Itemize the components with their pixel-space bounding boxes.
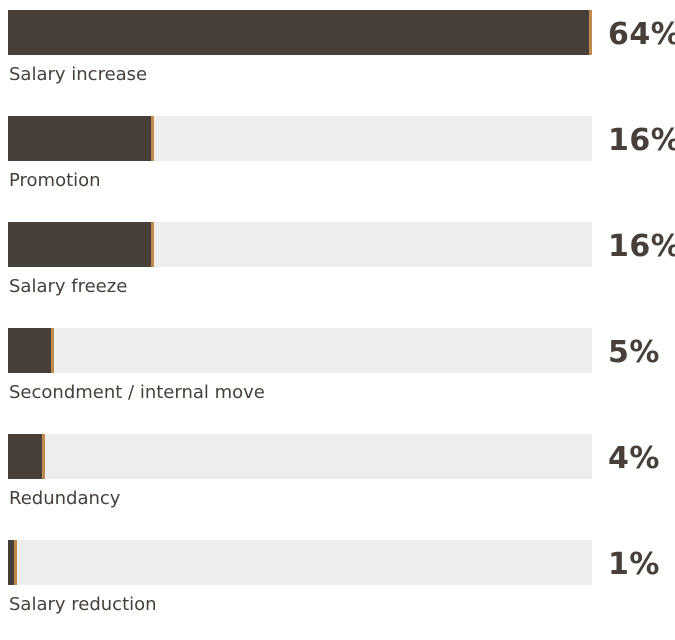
value-label: 1% [608,547,660,582]
bar-row: 5% Secondment / internal move [0,328,675,428]
bar [8,116,154,161]
category-label: Salary freeze [9,276,128,297]
value-label: 64% [608,17,675,52]
bar [8,222,154,267]
value-label: 4% [608,441,660,476]
bar [8,434,45,479]
category-label: Promotion [9,170,101,191]
value-label: 16% [608,123,675,158]
category-label: Secondment / internal move [9,382,265,403]
bar-row: 16% Salary freeze [0,222,675,322]
bar-row: 1% Salary reduction [0,540,675,640]
bar-track [8,222,592,267]
bar-row: 4% Redundancy [0,434,675,534]
bar-track [8,434,592,479]
bar-row: 64% Salary increase [0,10,675,110]
value-label: 16% [608,229,675,264]
bar [8,10,592,55]
category-label: Redundancy [9,488,121,509]
category-label: Salary increase [9,64,148,85]
bar-row: 16% Promotion [0,116,675,216]
bar-chart: 64% Salary increase 16% Promotion 16% Salary … [0,10,675,615]
bar-track [8,540,592,585]
bar-track [8,116,592,161]
bar-track [8,328,592,373]
bar [8,540,17,585]
bar [8,328,54,373]
category-label: Salary reduction [9,594,157,615]
value-label: 5% [608,335,660,370]
bar-track [8,10,592,55]
